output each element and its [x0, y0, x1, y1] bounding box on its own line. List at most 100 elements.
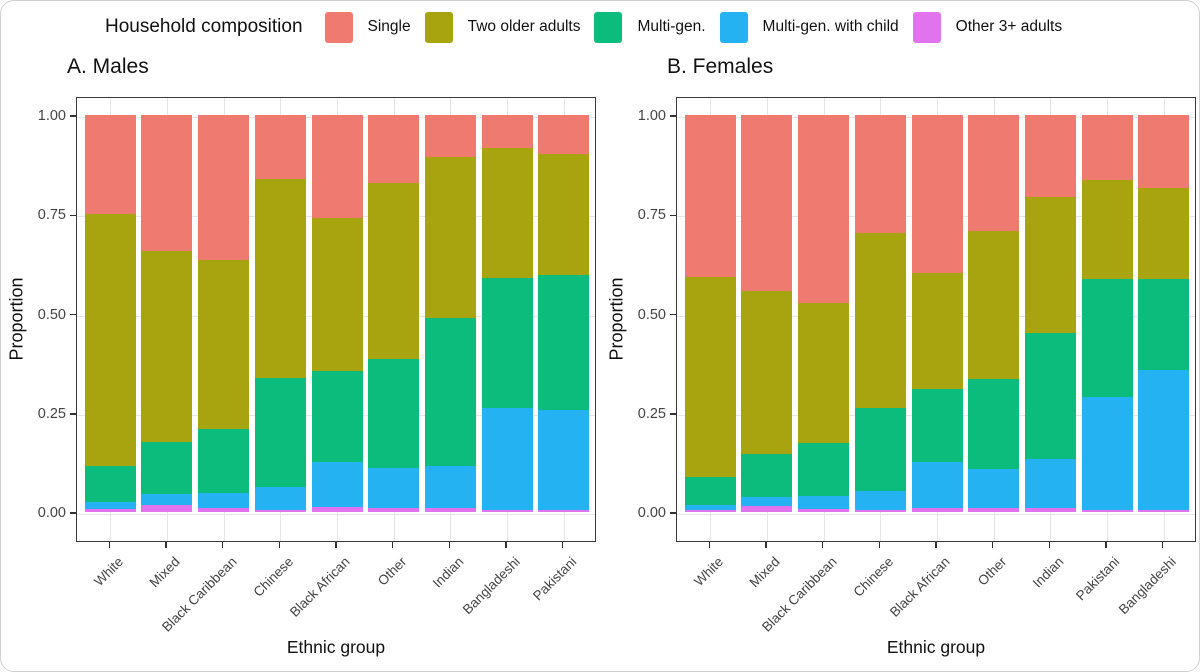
bar-segment-multi-gen-with-child — [911, 461, 963, 509]
bar-segment-single — [481, 115, 533, 149]
bar-segment-multi-gen — [968, 379, 1020, 470]
x-axis-tick — [108, 542, 111, 548]
bar-segment-two-older-adults — [84, 214, 136, 467]
bar-segment-two-older-adults — [968, 230, 1020, 380]
x-axis-tick — [278, 542, 281, 548]
y-tick-label: 0.25 — [37, 405, 66, 422]
y-tick-label: 0.00 — [637, 505, 666, 521]
bar-white — [684, 98, 736, 512]
bar-segment-single — [968, 115, 1020, 231]
bar-segment-other-3-adults — [84, 509, 136, 512]
x-tick-label-mixed: Mixed — [746, 554, 783, 591]
x-tick-label-chinese: Chinese — [250, 554, 296, 600]
y-axis-tick — [670, 115, 676, 117]
y-axis-title: Proportion — [606, 277, 627, 361]
plot-area-females — [676, 97, 1196, 542]
bar-segment-multi-gen-with-child — [198, 493, 250, 508]
bar-segment-other-3-adults — [741, 505, 793, 512]
y-axis-tick — [670, 214, 676, 216]
bar-black-african — [911, 98, 963, 512]
bar-segment-other-3-adults — [538, 510, 590, 512]
bar-segment-multi-gen-with-child — [684, 504, 736, 511]
bar-segment-multi-gen-with-child — [1024, 459, 1076, 508]
bar-segment-two-older-adults — [1081, 180, 1133, 279]
bar-segment-two-older-adults — [798, 302, 850, 443]
bar-black-caribbean — [798, 98, 850, 512]
bar-segment-multi-gen — [741, 454, 793, 498]
x-tick-label-bangladeshi: Bangladeshi — [459, 554, 523, 618]
bar-segment-two-older-adults — [684, 276, 736, 478]
legend-item-other-3-adults: Other 3+ adults — [912, 11, 1063, 43]
bar-pakistani — [538, 98, 590, 512]
y-tick-label: 0.50 — [637, 306, 666, 323]
x-axis-tick — [448, 542, 451, 548]
y-tick-label: 0.25 — [637, 405, 666, 422]
bar-segment-other-3-adults — [1024, 507, 1076, 512]
y-tick-label: 0.75 — [637, 207, 666, 224]
legend-label: Other 3+ adults — [955, 18, 1063, 35]
x-axis-tick — [561, 542, 564, 548]
bar-segment-two-older-adults — [198, 259, 250, 429]
y-axis-title: Proportion — [6, 277, 27, 361]
x-tick-label-white: White — [690, 554, 726, 590]
x-tick-label-other: Other — [974, 554, 1010, 589]
y-axis-tick — [70, 413, 76, 415]
y-axis-tick — [70, 512, 76, 514]
plot-area-males — [76, 97, 596, 542]
bar-segment-multi-gen-with-child — [798, 496, 850, 509]
bar-segment-multi-gen — [84, 466, 136, 503]
panel-females: B. Females Proportion 0.00 0.25 0.50 0.75 1.… — [601, 51, 1199, 671]
bar-chinese — [254, 98, 306, 512]
x-tick-label-black-african: Black African — [886, 554, 953, 620]
bar-segment-multi-gen-with-child — [84, 502, 136, 510]
panel-title-females: B. Females — [667, 55, 774, 78]
bar-segment-other-3-adults — [1081, 510, 1133, 512]
y-axis-tick — [670, 413, 676, 415]
bar-segment-single — [538, 115, 590, 154]
bar-segment-other-3-adults — [968, 508, 1020, 512]
bar-bangladeshi — [481, 98, 533, 512]
bar-segment-multi-gen — [424, 318, 476, 466]
bar-segment-multi-gen — [854, 408, 906, 491]
bar-segment-single — [254, 115, 306, 180]
y-axis-tick — [70, 115, 76, 117]
x-axis-tick — [165, 542, 167, 548]
bar-segment-two-older-adults — [911, 272, 963, 389]
x-tick-label-black-african: Black African — [286, 554, 353, 620]
bar-segment-other-3-adults — [311, 507, 363, 512]
bar-segment-single — [424, 115, 476, 157]
bar-segment-other-3-adults — [684, 510, 736, 512]
legend-swatch-two-older-adults — [424, 11, 453, 43]
bar-segment-multi-gen — [368, 359, 420, 468]
bar-segment-multi-gen — [311, 371, 363, 463]
bar-black-caribbean — [198, 98, 250, 512]
y-tick-label: 0.75 — [37, 207, 66, 224]
bar-segment-multi-gen-with-child — [368, 467, 420, 509]
bar-segment-single — [311, 115, 363, 219]
bar-segment-multi-gen-with-child — [311, 462, 363, 508]
legend-item-multi-gen: Multi-gen. — [594, 11, 706, 43]
gridline-h — [77, 514, 595, 515]
x-tick-label-white: White — [90, 554, 126, 590]
x-axis-tick — [708, 542, 711, 548]
y-axis-tick — [670, 313, 676, 316]
legend-swatch-multi-gen — [594, 11, 623, 43]
bar-segment-other-3-adults — [798, 508, 850, 512]
bar-segment-other-3-adults — [254, 509, 306, 512]
legend-swatch-other-3-adults — [912, 11, 941, 43]
bar-segment-single — [854, 115, 906, 234]
bar-segment-single — [198, 115, 250, 260]
x-tick-label-bangladeshi: Bangladeshi — [1116, 554, 1180, 618]
bar-segment-other-3-adults — [368, 508, 420, 512]
x-tick-label-other: Other — [374, 554, 410, 589]
bar-segment-multi-gen — [481, 277, 533, 408]
bar-segment-single — [741, 115, 793, 291]
bar-segment-multi-gen — [538, 275, 590, 410]
bar-segment-multi-gen-with-child — [254, 487, 306, 510]
legend-label: Two older adults — [467, 18, 581, 35]
bar-segment-single — [1081, 115, 1133, 181]
legend-swatch-multi-gen-with-child — [719, 11, 748, 43]
bar-segment-multi-gen-with-child — [538, 409, 590, 511]
legend-title: Household composition — [105, 16, 303, 37]
